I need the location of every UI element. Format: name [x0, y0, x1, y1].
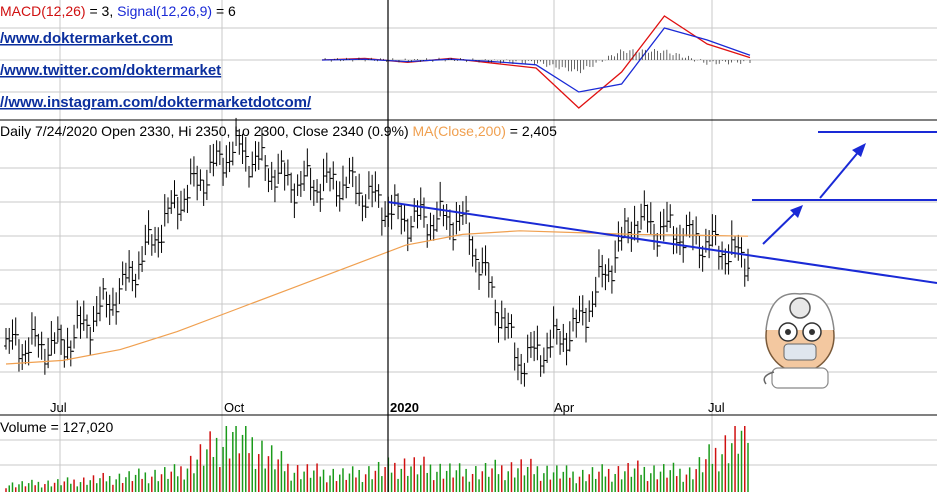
- price-panel: [4, 117, 937, 387]
- macd-label: MACD(12,26): [0, 3, 86, 19]
- macd-panel: [321, 15, 751, 109]
- arrow-1-shaft: [762, 209, 799, 245]
- link-website[interactable]: /www.doktermarket.com: [0, 30, 173, 47]
- x-axis-labels: Jul Oct 2020 Apr Jul: [50, 400, 725, 415]
- macd-header: MACD(12,26) = 3, Signal(12,26,9) = 6: [0, 3, 236, 19]
- arrow-1-head: [790, 205, 803, 218]
- ma200-line: [5, 230, 749, 365]
- x-tick-label-2: 2020: [390, 400, 419, 415]
- x-tick-label-0: Jul: [50, 400, 67, 415]
- macd-series-0: [321, 15, 751, 109]
- price-info: Daily 7/24/2020 Open 2330, Hi 2350, Lo 2…: [0, 123, 413, 139]
- doctor-mascot: [763, 292, 835, 389]
- macd-value: = 3,: [86, 3, 118, 19]
- x-tick-label-4: Jul: [708, 400, 725, 415]
- link-twitter[interactable]: /www.twitter.com/doktermarket: [0, 62, 221, 79]
- volume-header: Volume = 127,020: [0, 419, 113, 435]
- price-header: Daily 7/24/2020 Open 2330, Hi 2350, Lo 2…: [0, 123, 557, 139]
- signal-value: = 6: [212, 3, 236, 19]
- x-tick-label-3: Apr: [554, 400, 575, 415]
- arrow-2-head: [852, 143, 866, 157]
- x-tick-label-1: Oct: [224, 400, 245, 415]
- signal-label: Signal(12,26,9): [117, 3, 212, 19]
- ma-value: = 2,405: [506, 123, 557, 139]
- link-instagram[interactable]: //www.instagram.com/doktermarketdotcom/: [0, 94, 312, 111]
- volume-panel: [5, 426, 749, 492]
- resistance-trendline: [387, 201, 937, 284]
- arrow-2-shaft: [819, 149, 861, 199]
- macd-series-1: [321, 27, 751, 93]
- ma-label: MA(Close,200): [413, 123, 506, 139]
